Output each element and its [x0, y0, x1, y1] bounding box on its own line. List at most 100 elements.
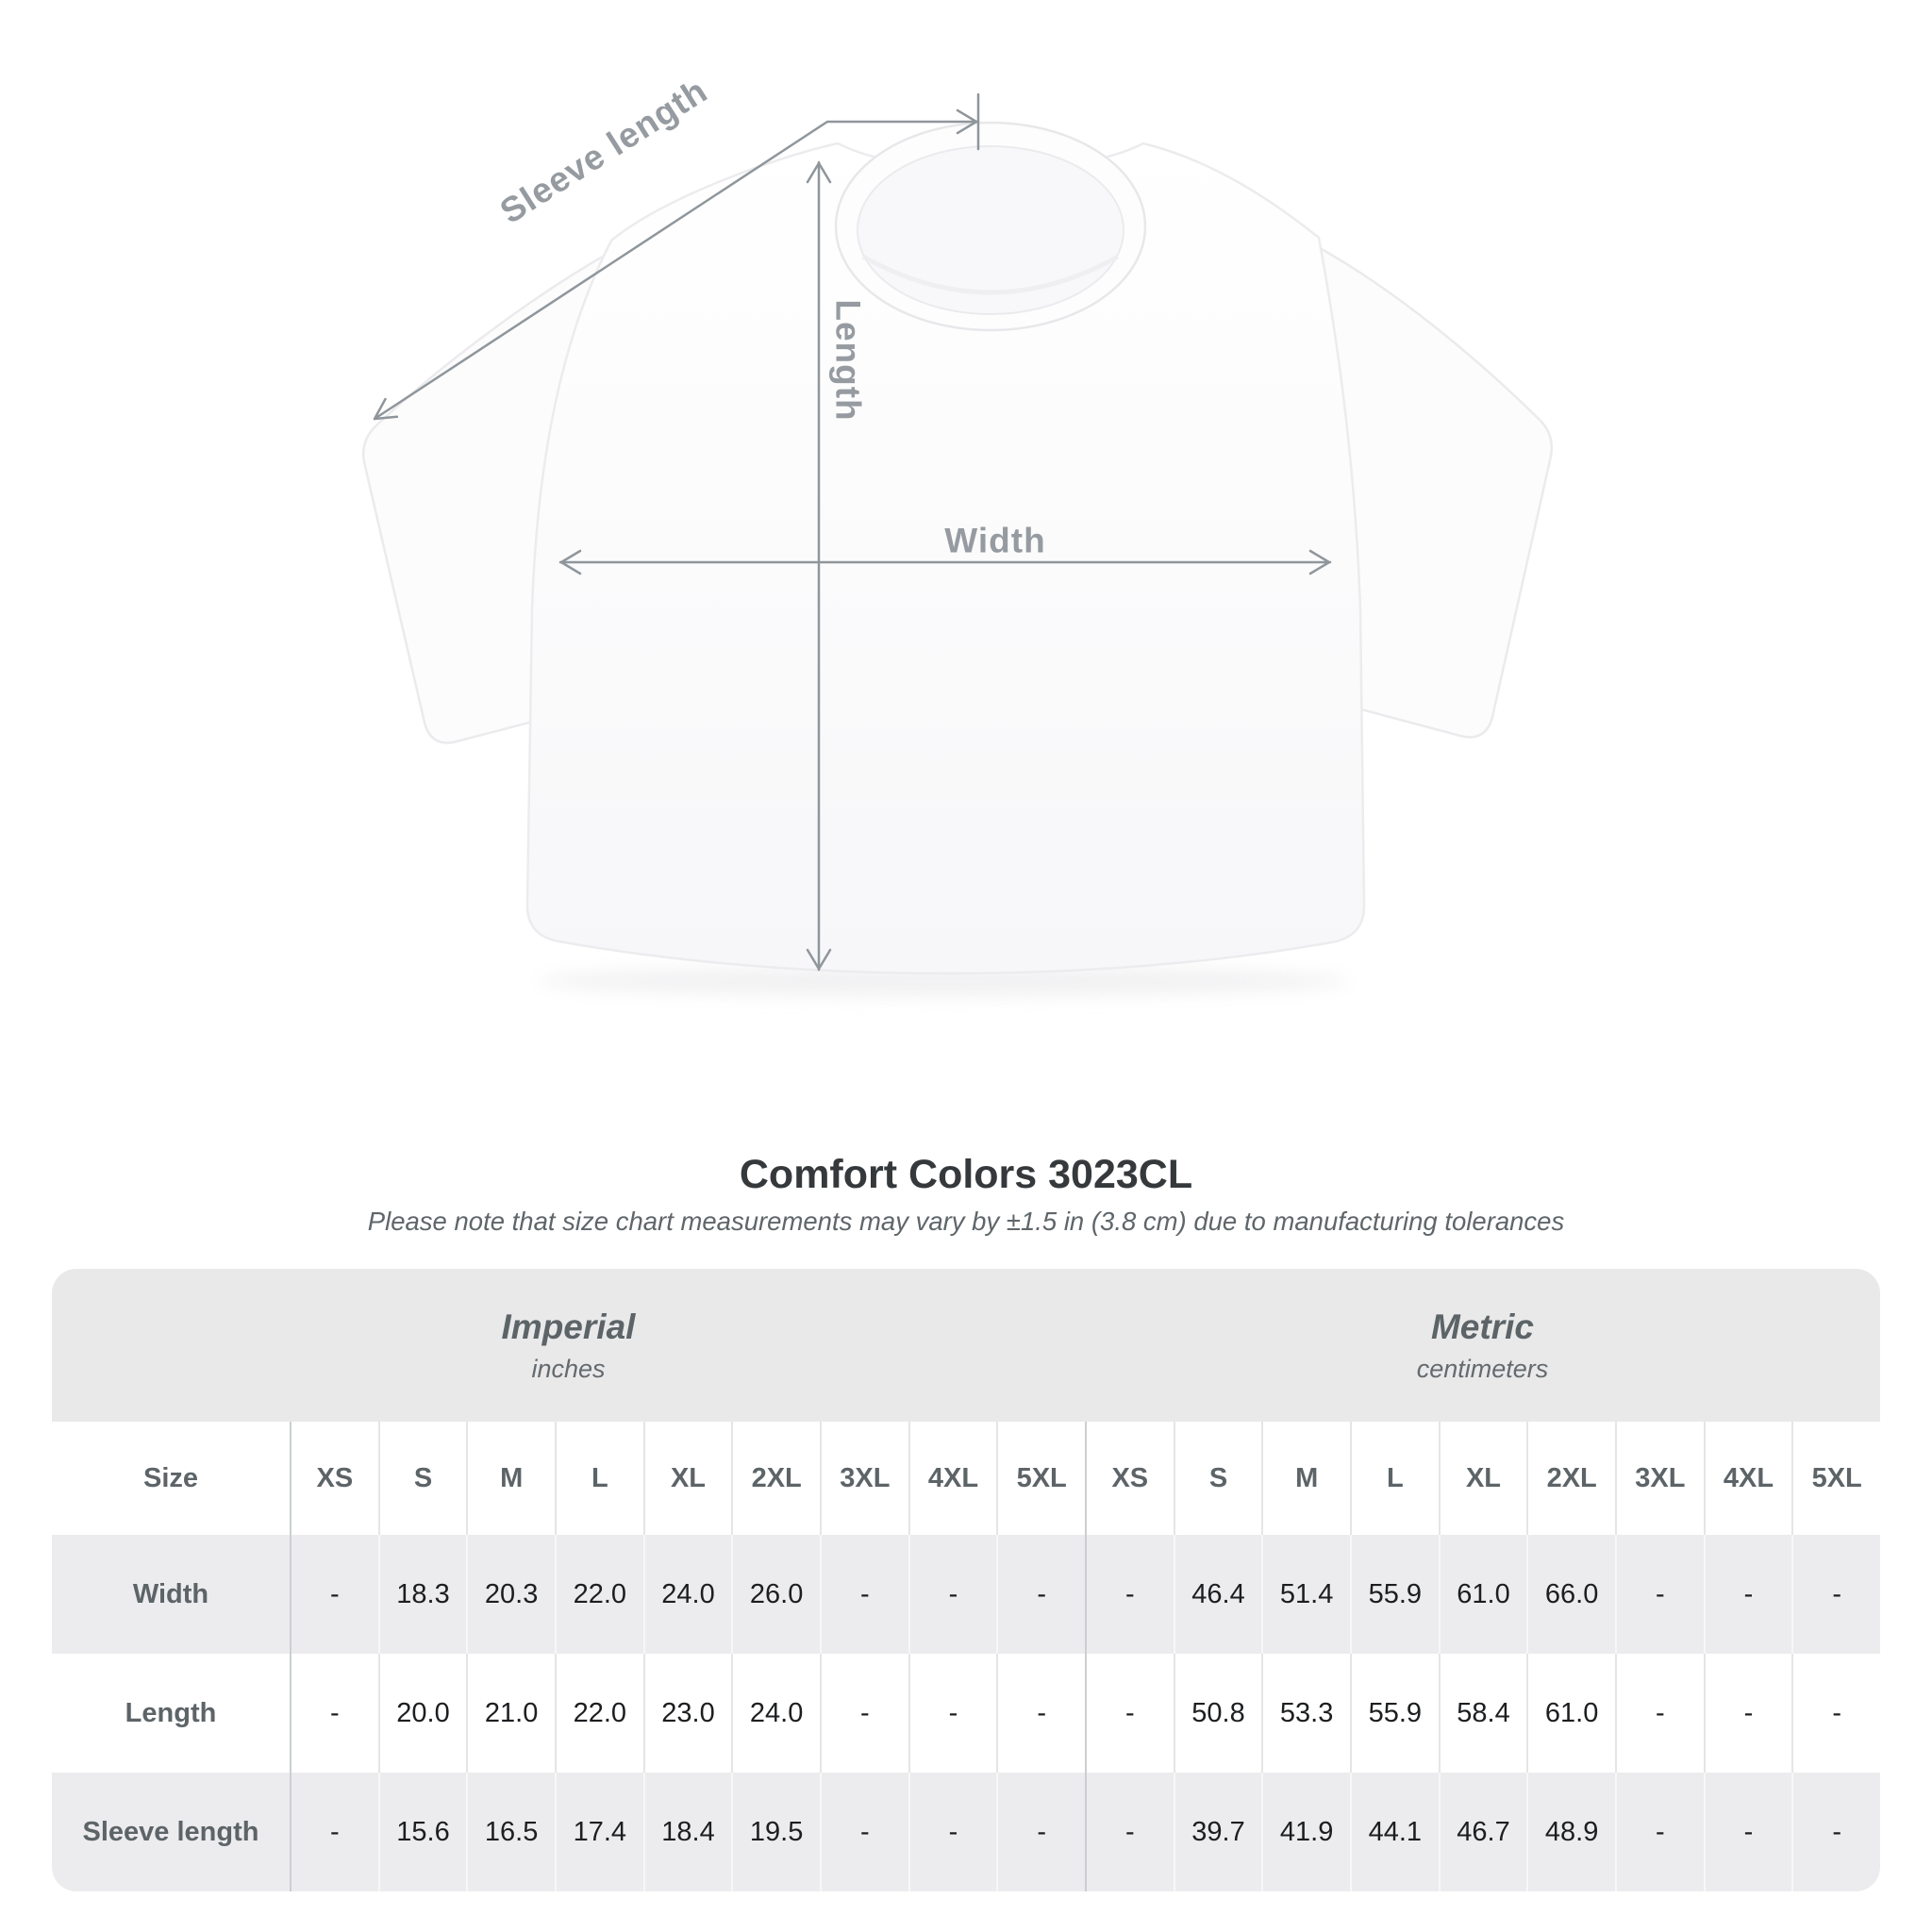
- length-arrow: [806, 160, 832, 972]
- imperial-group-header: Imperial inches: [52, 1269, 1085, 1422]
- measurement-value: 61.0: [1526, 1654, 1615, 1773]
- measurement-value: 61.0: [1438, 1535, 1527, 1654]
- measurement-value: -: [908, 1535, 997, 1654]
- page-subtitle: Please note that size chart measurements…: [367, 1207, 1565, 1236]
- size-column-header-imperial-2xl: 2XL: [731, 1422, 820, 1535]
- measurement-value: 51.4: [1261, 1535, 1350, 1654]
- size-column-header-imperial-3xl: 3XL: [819, 1422, 908, 1535]
- size-column-header-imperial-l: L: [554, 1422, 643, 1535]
- width-arrow: [558, 549, 1332, 575]
- size-column-header-metric-m: M: [1261, 1422, 1350, 1535]
- measurement-value: -: [1084, 1773, 1174, 1891]
- measurement-value: -: [1614, 1535, 1704, 1654]
- measurement-value: 48.9: [1526, 1773, 1615, 1891]
- measurement-value: 58.4: [1438, 1654, 1527, 1773]
- size-column-header-imperial-s: S: [377, 1422, 467, 1535]
- table-row-width: Width -18.3 20.3 22.0 24.0 26.0- - - -46.4 51.4 55…: [52, 1535, 1880, 1654]
- row-label: Length: [125, 1697, 217, 1728]
- table-row-sleeve-length: Sleeve length -15.6 16.5 17.4 18.4 19.5- - - -39…: [52, 1773, 1880, 1891]
- size-column-header-imperial-xl: XL: [642, 1422, 732, 1535]
- measurement-value: 39.7: [1173, 1773, 1262, 1891]
- measurement-value: 26.0: [731, 1535, 820, 1654]
- measurement-value: -: [1791, 1773, 1880, 1891]
- measurement-value: 55.9: [1349, 1535, 1439, 1654]
- size-column-header-metric-l: L: [1349, 1422, 1439, 1535]
- measurement-value: -: [908, 1654, 997, 1773]
- tshirt-shadow: [538, 966, 1349, 996]
- measurement-value: -: [1791, 1654, 1880, 1773]
- measurement-value: 44.1: [1349, 1773, 1439, 1891]
- measurement-value: 18.4: [642, 1773, 732, 1891]
- size-column-header-metric-s: S: [1173, 1422, 1262, 1535]
- length-label: Length: [829, 299, 868, 421]
- measurement-value: 53.3: [1261, 1654, 1350, 1773]
- size-corner-header: Size: [142, 1462, 199, 1493]
- measurement-value: -: [1084, 1654, 1174, 1773]
- measurement-value: -: [1614, 1654, 1704, 1773]
- measurement-value: -: [996, 1773, 1085, 1891]
- unit-group-header: Imperial inches Metric centimeters: [52, 1269, 1880, 1422]
- measurement-value: 55.9: [1349, 1654, 1439, 1773]
- measurement-value: 23.0: [642, 1654, 732, 1773]
- measurement-value: 17.4: [554, 1773, 643, 1891]
- page-title: Comfort Colors 3023CL: [739, 1152, 1193, 1197]
- size-column-header-metric-5xl: 5XL: [1791, 1422, 1880, 1535]
- size-chart-rows: Width -18.3 20.3 22.0 24.0 26.0- - - -46.4 51.4 55…: [52, 1535, 1880, 1891]
- measurement-value: -: [996, 1654, 1085, 1773]
- measurement-value: -: [996, 1535, 1085, 1654]
- measurement-value: -: [1703, 1654, 1792, 1773]
- metric-group-unit: centimeters: [1416, 1354, 1549, 1383]
- size-column-header-metric-2xl: 2XL: [1526, 1422, 1615, 1535]
- size-header-row: Size XS S M L XL 2XL 3XL 4XL 5XL XS S M L XL 2XL 3XL 4XL…: [52, 1422, 1880, 1535]
- measurement-value: 46.7: [1438, 1773, 1527, 1891]
- metric-group-header: Metric centimeters: [1085, 1269, 1880, 1422]
- measurement-value: 22.0: [554, 1535, 643, 1654]
- tshirt-diagram: Sleeve length Length Width: [361, 71, 1554, 996]
- width-label: Width: [944, 522, 1045, 560]
- size-chart-table: Imperial inches Metric centimeters Size …: [52, 1269, 1880, 1891]
- tshirt-right-sleeve: [1309, 241, 1554, 739]
- size-column-header-imperial-xs: XS: [290, 1422, 378, 1535]
- size-column-header-metric-4xl: 4XL: [1703, 1422, 1792, 1535]
- measurement-value: 24.0: [642, 1535, 732, 1654]
- measurement-value: 21.0: [466, 1654, 555, 1773]
- measurement-value: -: [1703, 1535, 1792, 1654]
- imperial-group-unit: inches: [531, 1354, 606, 1383]
- measurement-value: 41.9: [1261, 1773, 1350, 1891]
- tshirt-collar: [834, 121, 1147, 332]
- imperial-group-name: Imperial: [501, 1307, 636, 1346]
- measurement-value: -: [290, 1535, 378, 1654]
- size-column-header-imperial-5xl: 5XL: [996, 1422, 1085, 1535]
- measurement-value: -: [908, 1773, 997, 1891]
- size-column-header-imperial-4xl: 4XL: [908, 1422, 997, 1535]
- measurement-value: 16.5: [466, 1773, 555, 1891]
- size-column-header-metric-xl: XL: [1438, 1422, 1527, 1535]
- measurement-value: -: [1614, 1773, 1704, 1891]
- measurement-value: -: [1703, 1773, 1792, 1891]
- size-column-header-metric-3xl: 3XL: [1614, 1422, 1704, 1535]
- measurement-value: 20.0: [377, 1654, 467, 1773]
- measurement-value: -: [290, 1773, 378, 1891]
- row-label: Sleeve length: [82, 1816, 259, 1847]
- measurement-value: -: [290, 1654, 378, 1773]
- measurement-value: 18.3: [377, 1535, 467, 1654]
- measurement-value: -: [1791, 1535, 1880, 1654]
- row-label: Width: [132, 1578, 209, 1609]
- measurement-value: -: [819, 1535, 908, 1654]
- measurement-value: 20.3: [466, 1535, 555, 1654]
- size-column-header-imperial-m: M: [466, 1422, 555, 1535]
- measurement-value: 46.4: [1173, 1535, 1262, 1654]
- measurement-value: -: [1084, 1535, 1174, 1654]
- measurement-value: -: [819, 1654, 908, 1773]
- metric-group-name: Metric: [1430, 1307, 1534, 1346]
- table-row-length: Length -20.0 21.0 22.0 23.0 24.0- - - -50.8 53.3 5…: [52, 1654, 1880, 1773]
- measurement-value: 50.8: [1173, 1654, 1262, 1773]
- sleeve-length-arrow: [373, 92, 980, 421]
- tshirt-body: [525, 142, 1366, 975]
- measurement-value: 19.5: [731, 1773, 820, 1891]
- size-column-header-metric-xs: XS: [1084, 1422, 1174, 1535]
- measurement-value: 66.0: [1526, 1535, 1615, 1654]
- measurement-value: -: [819, 1773, 908, 1891]
- measurement-value: 24.0: [731, 1654, 820, 1773]
